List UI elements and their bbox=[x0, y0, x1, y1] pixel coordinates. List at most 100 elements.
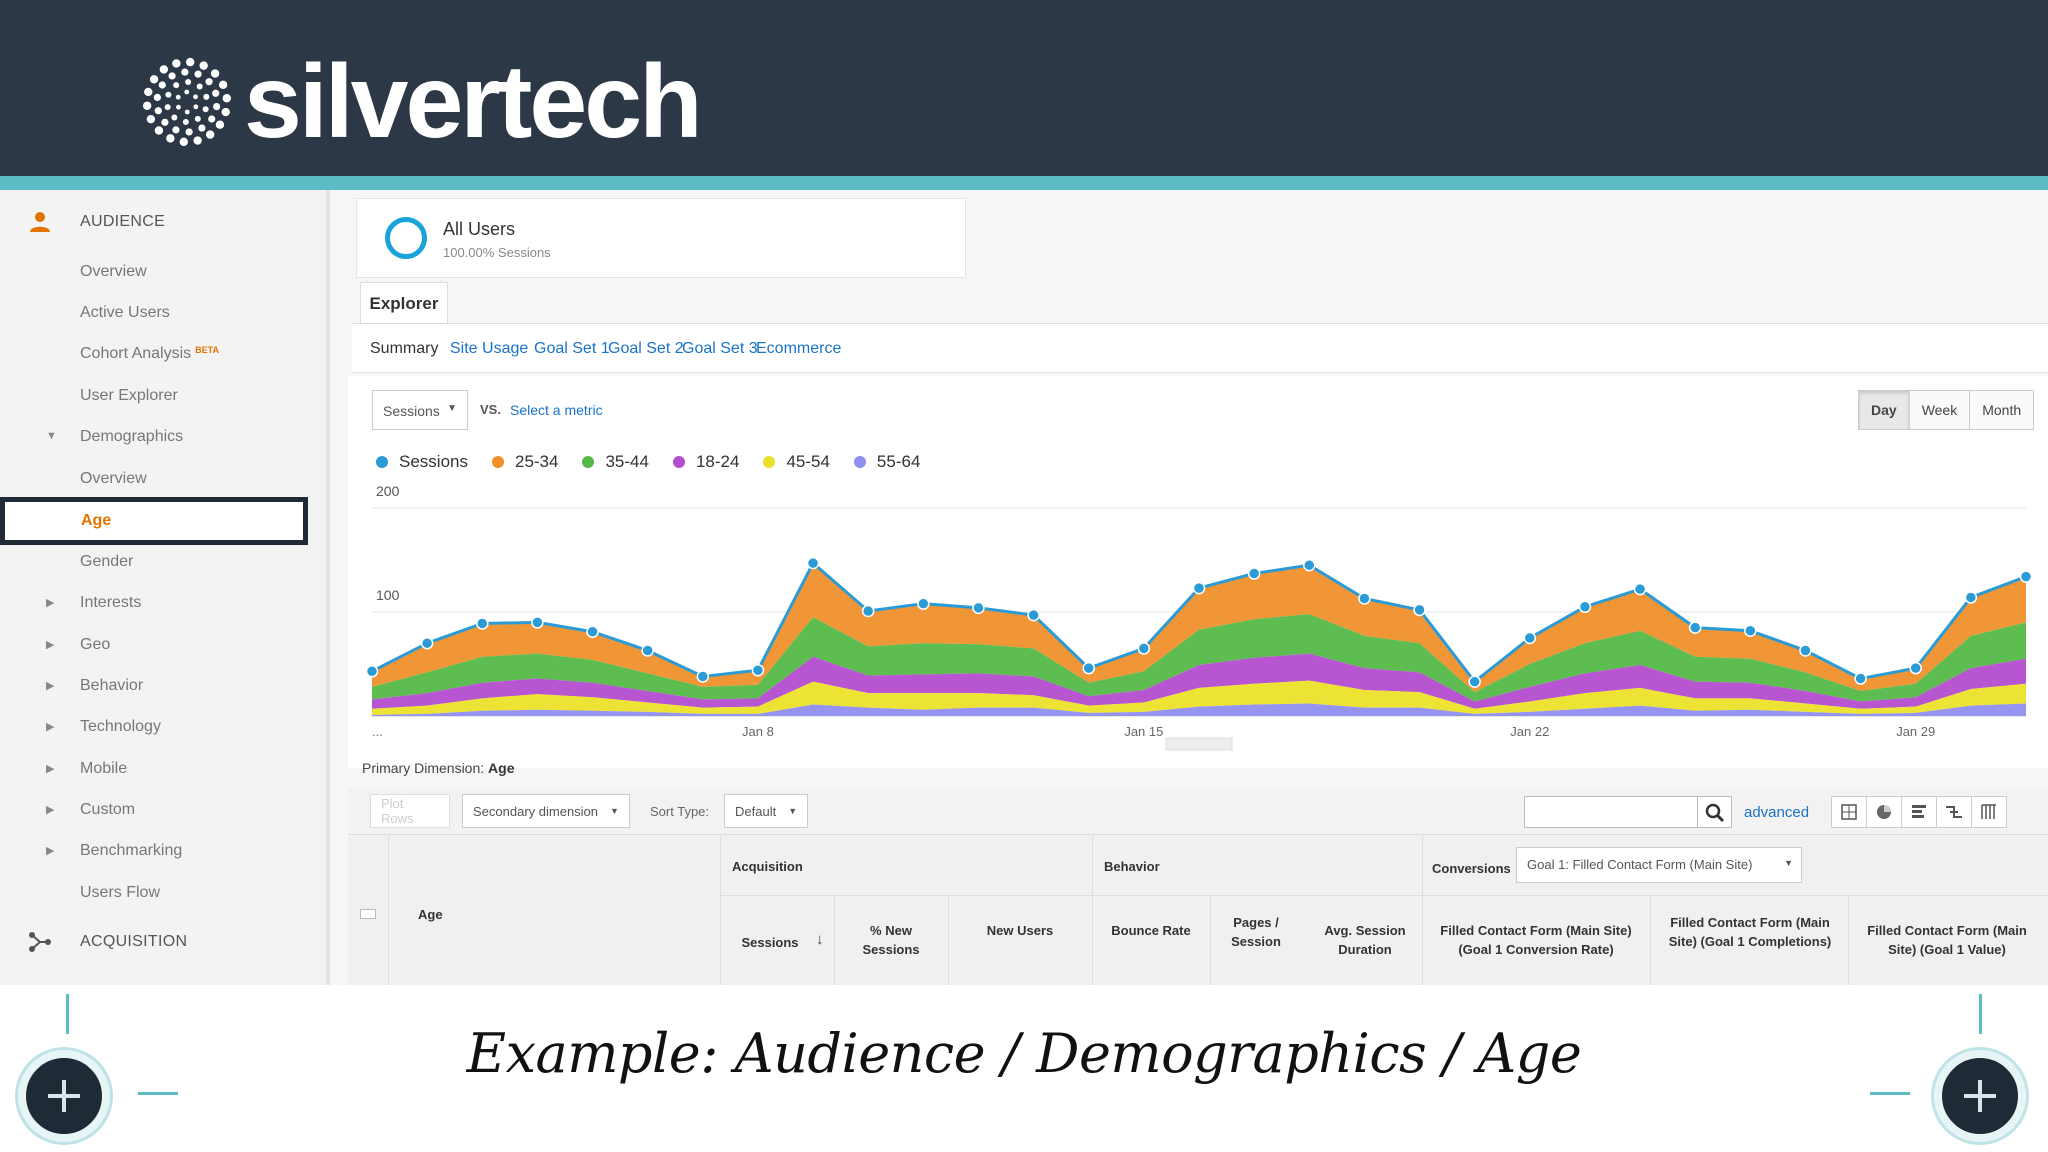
logo-dot bbox=[198, 124, 206, 132]
segment-name: All Users bbox=[443, 219, 516, 239]
legend-item[interactable]: 45-54 bbox=[763, 452, 830, 472]
logo-dot bbox=[159, 65, 169, 74]
column-new-users[interactable]: New Users bbox=[986, 923, 1054, 938]
select-metric-link[interactable]: Select a metric bbox=[510, 402, 603, 418]
sidebar-item-gender[interactable]: Gender bbox=[80, 553, 134, 570]
segment-card[interactable]: All Users 100.00% Sessions bbox=[356, 198, 966, 278]
subtab-summary[interactable]: Summary bbox=[370, 340, 439, 357]
column-avg-session-duration[interactable]: Avg. Session Duration bbox=[1324, 923, 1406, 957]
chevron-down-icon: ▼ bbox=[610, 806, 619, 816]
metric-dropdown[interactable]: Sessions ▼ bbox=[372, 390, 468, 430]
legend-item[interactable]: 18-24 bbox=[672, 452, 739, 472]
sidebar-section-acquisition[interactable]: ACQUISITION bbox=[0, 922, 330, 962]
sessions-point bbox=[1468, 675, 1481, 688]
primary-dimension-value[interactable]: Age bbox=[488, 760, 515, 776]
pie-view-button[interactable] bbox=[1866, 796, 1902, 828]
comparison-view-button[interactable] bbox=[1936, 796, 1972, 828]
tab-explorer[interactable]: Explorer bbox=[360, 282, 448, 324]
legend-label: Sessions bbox=[399, 452, 468, 471]
secondary-dimension-dropdown[interactable]: Secondary dimension ▼ bbox=[462, 794, 630, 828]
group-header-conversions: Conversions bbox=[1432, 861, 1511, 876]
goal-dropdown[interactable]: Goal 1: Filled Contact Form (Main Site) … bbox=[1516, 847, 1802, 883]
sessions-point bbox=[1633, 582, 1647, 596]
logo-dot bbox=[181, 68, 189, 76]
logo-dot bbox=[213, 102, 221, 111]
sessions-point bbox=[1137, 642, 1151, 655]
plot-rows-button[interactable]: Plot Rows bbox=[370, 794, 450, 828]
x-tick-label: Jan 8 bbox=[742, 724, 774, 739]
sidebar-item-behavior[interactable]: ▶ Behavior bbox=[46, 677, 144, 694]
sort-type-label: Sort Type: bbox=[650, 804, 710, 819]
period-week-button[interactable]: Week bbox=[1908, 391, 1970, 429]
column-bounce-rate[interactable]: Bounce Rate bbox=[1111, 923, 1191, 938]
sidebar-item-mobile[interactable]: ▶ Mobile bbox=[46, 760, 128, 777]
legend-item[interactable]: 25-34 bbox=[491, 452, 558, 472]
period-month-button[interactable]: Month bbox=[1969, 391, 2034, 429]
sidebar-item-cohort-analysis[interactable]: Cohort Analysis BETA bbox=[0, 337, 330, 371]
sidebar-item-geo[interactable]: ▶ Geo bbox=[46, 636, 111, 653]
sidebar-item-interests[interactable]: ▶ Interests bbox=[46, 594, 142, 611]
column-pct-new-sessions[interactable]: % New Sessions bbox=[862, 923, 920, 957]
legend-item[interactable]: 35-44 bbox=[582, 452, 649, 472]
period-day-button[interactable]: Day bbox=[1859, 391, 1909, 429]
sidebar-item-active-users[interactable]: Active Users bbox=[80, 304, 170, 321]
sidebar-item-demographics[interactable]: ▼ Demographics bbox=[46, 428, 184, 445]
logo-text: silvertech bbox=[244, 44, 703, 160]
legend-item[interactable]: Sessions bbox=[376, 452, 468, 472]
collapse-toggle[interactable] bbox=[360, 909, 376, 919]
sidebar-item-user-explorer[interactable]: User Explorer bbox=[80, 387, 178, 404]
performance-view-button[interactable] bbox=[1901, 796, 1937, 828]
analytics-app: AUDIENCE Overview Active Users Cohort An… bbox=[0, 190, 2048, 985]
column-pages-per-session[interactable]: Pages / Session bbox=[1231, 915, 1281, 949]
chart-resize-handle bbox=[1165, 737, 1233, 751]
subtab-goal-set-3[interactable]: Goal Set 3 bbox=[682, 340, 758, 357]
column-goal1-completions[interactable]: Filled Contact Form (Main Site) (Goal 1 … bbox=[1668, 915, 1832, 949]
sessions-point bbox=[1192, 581, 1206, 595]
sessions-point bbox=[2019, 570, 2033, 583]
group-header-acquisition: Acquisition bbox=[732, 859, 803, 874]
logo-dot bbox=[165, 91, 172, 98]
area-45-54 bbox=[372, 680, 2026, 715]
subtab-site-usage[interactable]: Site Usage bbox=[450, 340, 529, 357]
sort-type-dropdown[interactable]: Default ▼ bbox=[724, 794, 809, 828]
subtab-goal-set-1[interactable]: Goal Set 1 bbox=[534, 340, 610, 357]
advanced-filter-link[interactable]: advanced bbox=[1744, 804, 1810, 821]
pivot-view-button[interactable] bbox=[1971, 796, 2007, 828]
logo-dot bbox=[184, 109, 190, 115]
sort-descending-icon[interactable]: ↓ bbox=[816, 931, 824, 948]
sessions-point bbox=[1027, 608, 1040, 622]
search-button[interactable] bbox=[1698, 796, 1732, 828]
sidebar-item-technology[interactable]: ▶ Technology bbox=[46, 718, 161, 735]
dimension-header-age[interactable]: Age bbox=[418, 907, 443, 922]
sidebar-section-audience[interactable]: AUDIENCE bbox=[0, 202, 330, 242]
primary-dimension: Primary Dimension: Age bbox=[362, 760, 514, 776]
sidebar-item-users-flow[interactable]: Users Flow bbox=[80, 884, 161, 901]
plus-button-right[interactable] bbox=[1934, 1050, 2026, 1142]
sidebar-item-demographics-overview[interactable]: Overview bbox=[80, 470, 147, 487]
legend-item[interactable]: 55-64 bbox=[853, 452, 920, 472]
plus-button-left[interactable] bbox=[18, 1050, 110, 1142]
column-goal1-conversion-rate[interactable]: Filled Contact Form (Main Site) (Goal 1 … bbox=[1440, 923, 1632, 957]
caret-down-icon: ▼ bbox=[46, 430, 57, 442]
logo-dot bbox=[186, 57, 195, 67]
legend-swatch bbox=[376, 456, 388, 468]
logo-dot bbox=[175, 94, 181, 100]
sidebar-item-benchmarking[interactable]: ▶ Benchmarking bbox=[46, 842, 183, 859]
sessions-point bbox=[420, 636, 434, 650]
subtab-goal-set-2[interactable]: Goal Set 2 bbox=[608, 340, 684, 357]
legend-label: 35-44 bbox=[605, 452, 649, 471]
y-tick-label: 200 bbox=[376, 483, 400, 499]
data-table-view-button[interactable] bbox=[1831, 796, 1867, 828]
legend-swatch bbox=[763, 456, 776, 468]
subtab-ecommerce[interactable]: Ecommerce bbox=[756, 340, 842, 357]
column-goal1-value[interactable]: Filled Contact Form (Main Site) (Goal 1 … bbox=[1867, 923, 2027, 957]
caret-right-icon: ▶ bbox=[46, 804, 55, 816]
column-sessions[interactable]: Sessions bbox=[741, 935, 799, 950]
logo-dot bbox=[222, 94, 232, 103]
table-search-input[interactable] bbox=[1524, 796, 1698, 828]
sessions-point bbox=[1854, 672, 1867, 685]
sidebar-item-overview[interactable]: Overview bbox=[80, 263, 147, 280]
sidebar-item-age-highlight[interactable]: Age bbox=[0, 497, 308, 545]
sidebar-item-custom[interactable]: ▶ Custom bbox=[46, 801, 136, 818]
logo-dot bbox=[149, 75, 159, 84]
